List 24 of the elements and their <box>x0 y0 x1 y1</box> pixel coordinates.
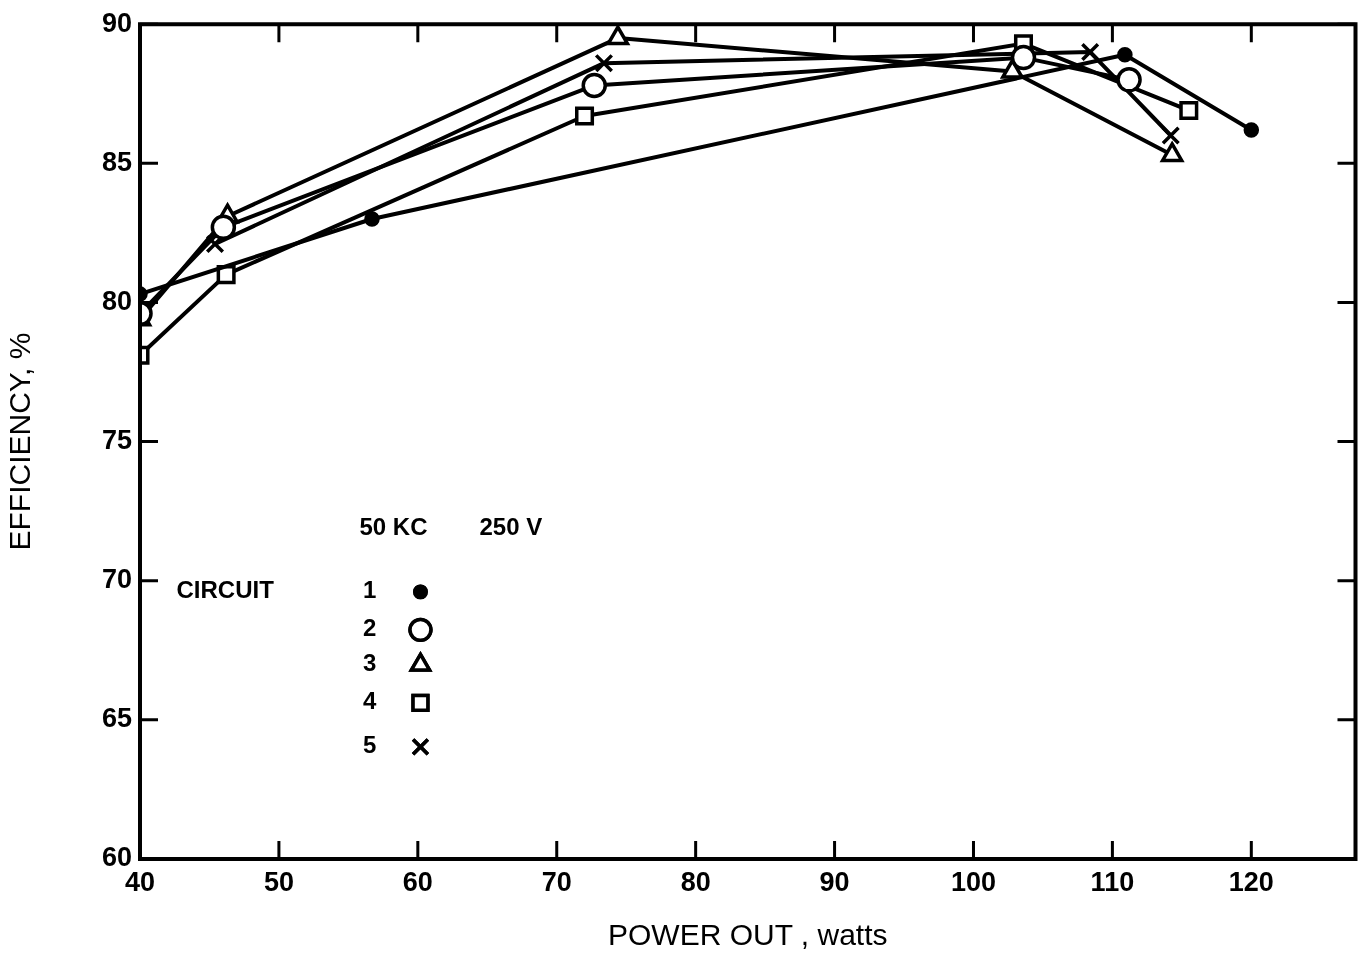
y-tick-label: 70 <box>101 564 132 595</box>
annotation: 250 V <box>479 513 543 541</box>
legend-label: 4 <box>363 687 378 715</box>
legend-label: 3 <box>363 649 377 677</box>
legend-label: 1 <box>363 576 377 604</box>
x-tick-label: 50 <box>263 866 294 897</box>
legend-label: 2 <box>363 614 377 642</box>
x-tick-label: 120 <box>1228 866 1274 897</box>
x-tick-label: 70 <box>541 866 572 897</box>
x-tick-label: 80 <box>680 866 711 897</box>
y-tick-label: 80 <box>101 285 132 316</box>
x-tick-label: 110 <box>1090 866 1135 897</box>
y-tick-label: 85 <box>101 146 132 177</box>
legend-label: 5 <box>363 731 377 759</box>
x-tick-label: 60 <box>402 866 433 897</box>
x-tick-label: 100 <box>950 866 997 897</box>
legend-title: CIRCUIT <box>176 576 275 604</box>
y-axis-title: EFFICIENCY, % <box>3 332 37 551</box>
x-axis-title: POWER OUT , watts <box>608 918 888 952</box>
annotation: 50 KC <box>359 513 428 541</box>
x-tick-label: 90 <box>819 866 850 897</box>
y-tick-label: 65 <box>101 703 132 734</box>
y-tick-label: 90 <box>101 7 132 38</box>
y-tick-label: 75 <box>101 425 132 456</box>
